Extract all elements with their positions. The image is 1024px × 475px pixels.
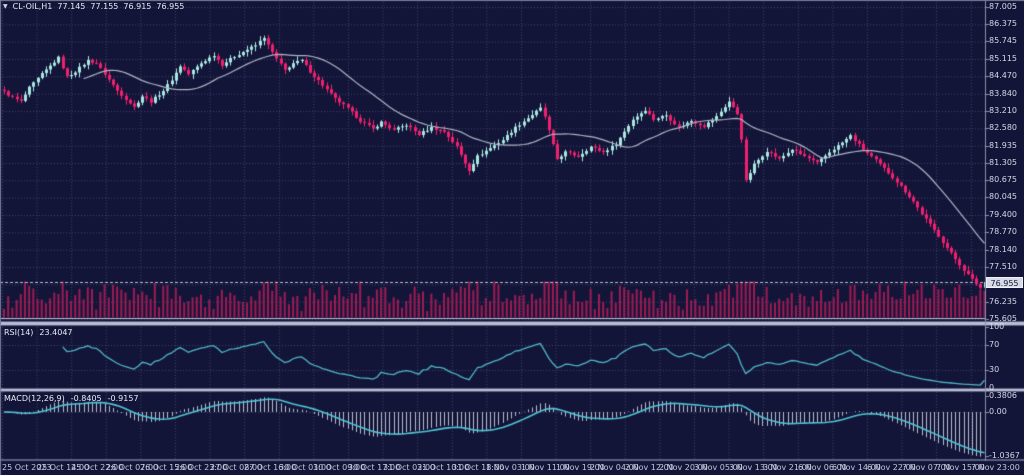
- time-axis-label: 1 Nov 19:00: [556, 463, 605, 472]
- macd-name: MACD(12,26,9): [4, 394, 65, 403]
- price-axis-label: 81.935: [989, 141, 1017, 150]
- rsi-value: 23.4047: [39, 328, 73, 337]
- time-axis-label: 7 Nov 23:00: [971, 463, 1020, 472]
- price-axis-label: 77.510: [989, 262, 1017, 271]
- rsi-indicator-label: RSI(14) 23.4047: [4, 328, 73, 337]
- current-price-tag: 76.955: [986, 277, 1023, 288]
- rsi-name: RSI(14): [4, 328, 34, 337]
- time-axis-label: 3 Nov 13:00: [729, 463, 778, 472]
- price-axis-label: 78.140: [989, 245, 1017, 254]
- time-axis-label: 3 Nov 21:00: [763, 463, 812, 472]
- rsi-axis-label: 100: [989, 322, 1005, 331]
- price-axis-label: 79.400: [989, 210, 1017, 219]
- macd-axis-label: -1.0367: [989, 451, 1020, 460]
- price-axis-label: 86.375: [989, 19, 1017, 28]
- time-axis-label: 30 Oct 09:00: [313, 463, 366, 472]
- ohlc-high: 77.155: [90, 2, 119, 11]
- time-axis-label: 6 Nov 22:00: [867, 463, 916, 472]
- price-axis-label: 87.005: [989, 2, 1017, 11]
- rsi-axis-label: 70: [989, 340, 1000, 349]
- time-axis-label: 6 Nov 06:00: [798, 463, 847, 472]
- chart-title: ▼ CL-OIL,H1 77.145 77.155 76.915 76.955: [3, 2, 184, 11]
- time-axis-label: 30 Oct 01:00: [279, 463, 332, 472]
- time-axis-label: 7 Nov 07:00: [902, 463, 951, 472]
- price-axis-label: 78.770: [989, 227, 1017, 236]
- time-axis-label: 2 Nov 04:00: [590, 463, 639, 472]
- time-axis-label: 27 Oct 16:00: [244, 463, 297, 472]
- price-axis-label: 83.840: [989, 89, 1017, 98]
- time-axis-label: 31 Oct 18:00: [452, 463, 505, 472]
- time-axis-label: 1 Nov 03:00: [486, 463, 535, 472]
- macd-main-value: -0.8405: [70, 394, 102, 403]
- time-axis-label: 1 Nov 11:00: [521, 463, 570, 472]
- price-axis-label: 80.675: [989, 175, 1017, 184]
- price-axis-label: 82.580: [989, 123, 1017, 132]
- time-axis-label: 25 Oct 14:00: [37, 463, 90, 472]
- ohlc-open: 77.145: [57, 2, 86, 11]
- macd-indicator-label: MACD(12,26,9) -0.8405 -0.9157: [4, 394, 139, 403]
- collapse-icon[interactable]: ▼: [3, 3, 8, 10]
- price-axis-label: 81.305: [989, 158, 1017, 167]
- time-axis-label: 2 Nov 12:00: [625, 463, 674, 472]
- rsi-axis-label: 0: [989, 383, 995, 392]
- price-axis-label: 84.470: [989, 71, 1017, 80]
- symbol-timeframe: CL-OIL,H1: [12, 2, 53, 11]
- time-axis-label: 25 Oct 22:00: [71, 463, 124, 472]
- time-axis-label: 30 Oct 17:00: [348, 463, 401, 472]
- time-axis-label: 27 Oct 08:00: [210, 463, 263, 472]
- ohlc-close: 76.955: [156, 2, 185, 11]
- time-axis-label: 31 Oct 10:00: [417, 463, 470, 472]
- price-axis-label: 76.235: [989, 297, 1017, 306]
- time-axis-label: 7 Nov 15:00: [936, 463, 985, 472]
- price-axis-label: 83.210: [989, 106, 1017, 115]
- time-axis-label: 25 Oct 2023: [2, 463, 52, 472]
- time-axis-label: 26 Oct 23:00: [175, 463, 228, 472]
- time-axis-label: 3 Nov 05:00: [694, 463, 743, 472]
- macd-axis-label: 0.00: [989, 407, 1007, 416]
- price-axis-label: 85.745: [989, 36, 1017, 45]
- time-axis-label: 26 Oct 15:00: [140, 463, 193, 472]
- rsi-axis-label: 30: [989, 365, 1000, 374]
- time-axis-label: 6 Nov 14:00: [832, 463, 881, 472]
- time-axis-label: 26 Oct 07:00: [106, 463, 159, 472]
- macd-axis-label: 0.3806: [989, 391, 1017, 400]
- time-axis-label: 2 Nov 20:00: [659, 463, 708, 472]
- price-axis-label: 85.115: [989, 54, 1017, 63]
- macd-signal-value: -0.9157: [107, 394, 139, 403]
- time-axis-label: 31 Oct 02:00: [383, 463, 436, 472]
- price-axis-label: 75.605: [989, 314, 1017, 323]
- price-axis-label: 80.045: [989, 192, 1017, 201]
- ohlc-low: 76.915: [123, 2, 152, 11]
